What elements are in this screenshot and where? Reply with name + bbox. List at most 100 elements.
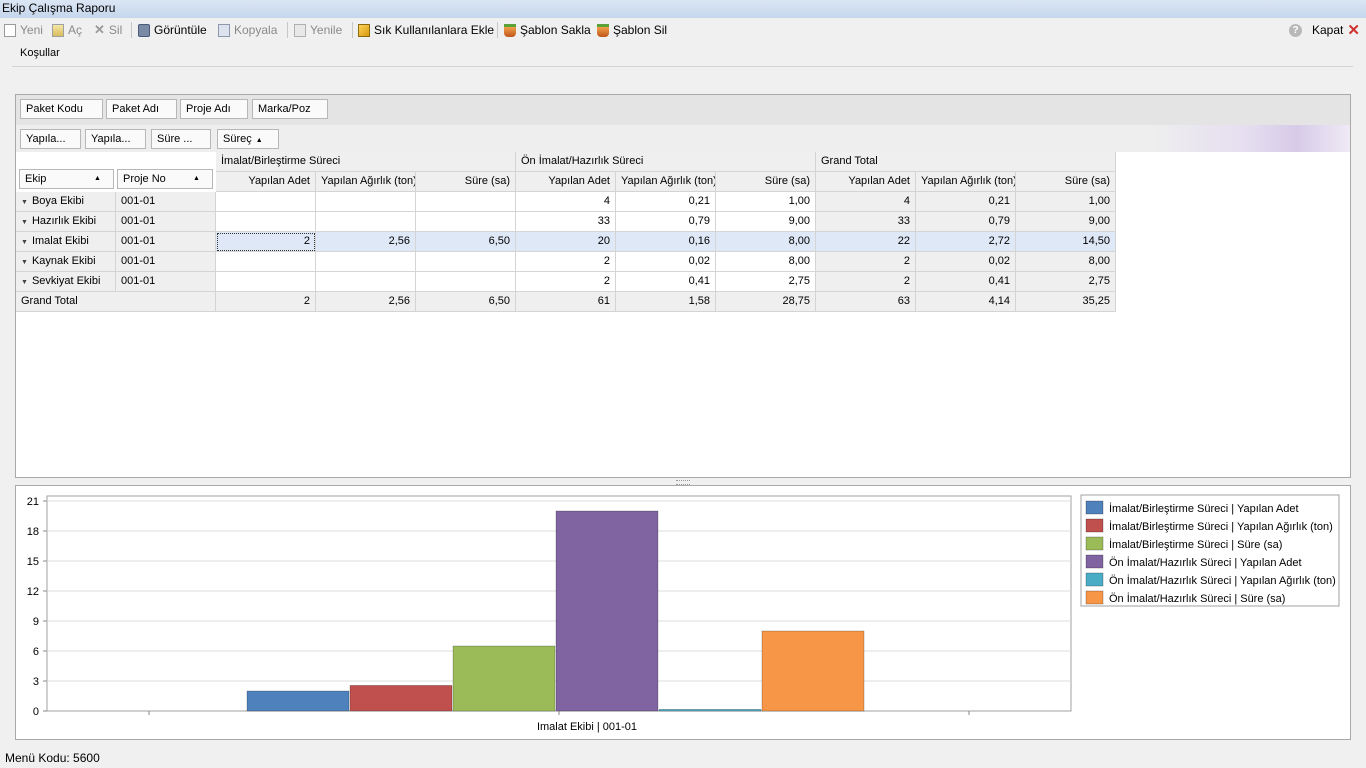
- row-header-ekip[interactable]: ▼ Sevkiyat Ekibi: [16, 272, 116, 292]
- data-cell[interactable]: [416, 272, 516, 292]
- data-cell[interactable]: 1,00: [716, 192, 816, 212]
- data-cell[interactable]: 2: [216, 232, 316, 252]
- collapse-icon[interactable]: ▼: [21, 199, 28, 206]
- data-cell[interactable]: [316, 212, 416, 232]
- data-cell[interactable]: 1,00: [1016, 192, 1116, 212]
- save-template-button[interactable]: Şablon Sakla: [504, 22, 591, 38]
- data-cell[interactable]: 0,79: [916, 212, 1016, 232]
- data-cell[interactable]: 63: [816, 292, 916, 312]
- data-cell[interactable]: 33: [816, 212, 916, 232]
- measure-header: Süre (sa): [1016, 172, 1116, 192]
- collapse-icon[interactable]: ▼: [21, 279, 28, 286]
- data-cell[interactable]: 0,41: [616, 272, 716, 292]
- bar: [452, 645, 556, 712]
- data-field-yapilan-adet[interactable]: Yapıla...: [20, 129, 81, 149]
- grand-total-row-header[interactable]: Grand Total: [16, 292, 216, 312]
- data-cell[interactable]: 2: [816, 252, 916, 272]
- data-cell[interactable]: 2: [516, 272, 616, 292]
- close-button[interactable]: Kapat ✕: [1312, 22, 1360, 39]
- data-cell[interactable]: 2: [516, 252, 616, 272]
- data-cell[interactable]: 8,00: [716, 232, 816, 252]
- data-cell[interactable]: 6,50: [416, 232, 516, 252]
- help-button[interactable]: ?: [1289, 22, 1306, 38]
- collapse-icon[interactable]: ▼: [21, 259, 28, 266]
- refresh-button[interactable]: Yenile: [294, 22, 342, 38]
- data-cell[interactable]: 2,56: [316, 292, 416, 312]
- row-header-ekip[interactable]: ▼ Imalat Ekibi: [16, 232, 116, 252]
- data-cell[interactable]: 0,21: [616, 192, 716, 212]
- data-cell[interactable]: 0,02: [616, 252, 716, 272]
- data-cell[interactable]: 8,00: [1016, 252, 1116, 272]
- row-field-proje-no[interactable]: Proje No ▲: [117, 169, 213, 189]
- data-cell[interactable]: 2,72: [916, 232, 1016, 252]
- data-cell[interactable]: [216, 192, 316, 212]
- collapse-icon[interactable]: ▼: [21, 239, 28, 246]
- row-header-ekip[interactable]: ▼ Kaynak Ekibi: [16, 252, 116, 272]
- data-cell[interactable]: [416, 192, 516, 212]
- filter-field-paket-adi[interactable]: Paket Adı: [106, 99, 177, 119]
- data-cell[interactable]: 1,58: [616, 292, 716, 312]
- data-cell[interactable]: 4: [516, 192, 616, 212]
- data-cell[interactable]: 4: [816, 192, 916, 212]
- open-button[interactable]: Aç: [52, 22, 82, 38]
- data-cell[interactable]: 20: [516, 232, 616, 252]
- splitter-handle[interactable]: [676, 480, 690, 485]
- data-cell[interactable]: 9,00: [1016, 212, 1116, 232]
- row-field-ekip[interactable]: Ekip ▲: [19, 169, 114, 189]
- open-label: Aç: [68, 23, 83, 37]
- measure-header: Yapılan Ağırlık (ton): [316, 172, 416, 192]
- collapse-icon[interactable]: ▼: [21, 219, 28, 226]
- copy-button[interactable]: Kopyala: [218, 22, 277, 38]
- data-cell[interactable]: 0,79: [616, 212, 716, 232]
- data-cell[interactable]: 4,14: [916, 292, 1016, 312]
- bar: [761, 630, 865, 712]
- data-cell[interactable]: 0,41: [916, 272, 1016, 292]
- data-cell[interactable]: 9,00: [716, 212, 816, 232]
- pivot-grid[interactable]: Paket Kodu Paket Adı Proje Adı Marka/Poz…: [15, 94, 1351, 478]
- row-header-proje-no[interactable]: 001-01: [116, 212, 216, 232]
- data-cell[interactable]: [216, 252, 316, 272]
- row-header-ekip[interactable]: ▼ Hazırlık Ekibi: [16, 212, 116, 232]
- row-header-proje-no[interactable]: 001-01: [116, 252, 216, 272]
- conditions-panel[interactable]: Koşullar: [12, 44, 1353, 67]
- data-cell[interactable]: [416, 212, 516, 232]
- data-cell[interactable]: 2,56: [316, 232, 416, 252]
- data-cell[interactable]: 2,75: [716, 272, 816, 292]
- data-field-sure[interactable]: Süre ...: [151, 129, 211, 149]
- filter-field-marka-poz[interactable]: Marka/Poz: [252, 99, 328, 119]
- column-field-surec[interactable]: Süreç ▲: [217, 129, 279, 149]
- data-cell[interactable]: 2: [816, 272, 916, 292]
- view-button[interactable]: Görüntüle: [138, 22, 207, 38]
- filter-field-proje-adi[interactable]: Proje Adı: [180, 99, 248, 119]
- data-cell[interactable]: 6,50: [416, 292, 516, 312]
- row-header-proje-no[interactable]: 001-01: [116, 232, 216, 252]
- delete-icon: ✕: [94, 22, 105, 37]
- data-cell[interactable]: 35,25: [1016, 292, 1116, 312]
- data-field-yapilan-agirlik[interactable]: Yapıla...: [85, 129, 146, 149]
- row-header-ekip[interactable]: ▼ Boya Ekibi: [16, 192, 116, 212]
- data-cell[interactable]: [416, 252, 516, 272]
- data-cell[interactable]: 8,00: [716, 252, 816, 272]
- new-button[interactable]: Yeni: [4, 22, 43, 38]
- data-cell[interactable]: 0,16: [616, 232, 716, 252]
- row-header-proje-no[interactable]: 001-01: [116, 192, 216, 212]
- data-cell[interactable]: [216, 272, 316, 292]
- row-header-proje-no[interactable]: 001-01: [116, 272, 216, 292]
- data-cell[interactable]: 14,50: [1016, 232, 1116, 252]
- delete-template-button[interactable]: Şablon Sil: [597, 22, 667, 38]
- data-cell[interactable]: [316, 192, 416, 212]
- delete-button[interactable]: ✕ Sil: [94, 22, 122, 38]
- data-cell[interactable]: [316, 272, 416, 292]
- filter-field-paket-kodu[interactable]: Paket Kodu: [20, 99, 103, 119]
- add-favorites-button[interactable]: Sık Kullanılanlara Ekle: [358, 22, 494, 38]
- data-cell[interactable]: 2: [216, 292, 316, 312]
- data-cell[interactable]: [216, 212, 316, 232]
- data-cell[interactable]: 0,21: [916, 192, 1016, 212]
- data-cell[interactable]: 28,75: [716, 292, 816, 312]
- data-cell[interactable]: 22: [816, 232, 916, 252]
- data-cell[interactable]: 61: [516, 292, 616, 312]
- data-cell[interactable]: 2,75: [1016, 272, 1116, 292]
- data-cell[interactable]: [316, 252, 416, 272]
- data-cell[interactable]: 0,02: [916, 252, 1016, 272]
- data-cell[interactable]: 33: [516, 212, 616, 232]
